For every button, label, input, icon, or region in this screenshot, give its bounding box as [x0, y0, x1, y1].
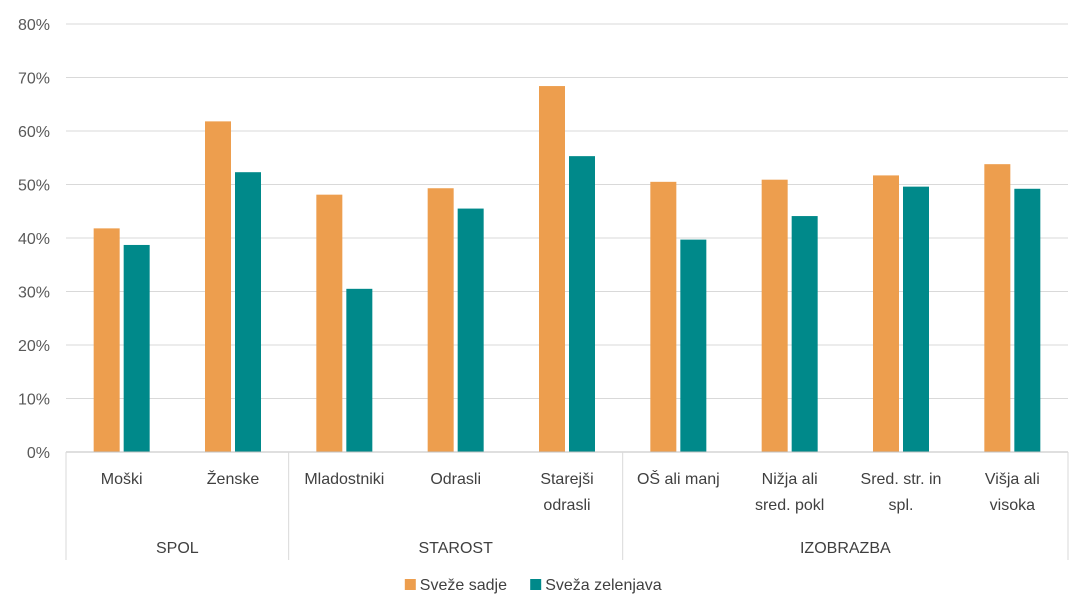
- group-label: IZOBRAZBA: [800, 540, 891, 557]
- group-label: STAROST: [418, 540, 493, 557]
- category-label: sred. pokl: [755, 497, 824, 514]
- bar-sadje: [316, 194, 343, 453]
- bar-zelenjava: [123, 244, 150, 452]
- y-tick-label: 10%: [18, 392, 50, 409]
- bar-sadje: [761, 179, 788, 452]
- y-tick-label: 70%: [18, 71, 50, 88]
- bar-zelenjava: [346, 288, 373, 452]
- bar-sadje: [539, 86, 565, 452]
- y-tick-label: 20%: [18, 338, 50, 355]
- category-label: spl.: [889, 497, 914, 514]
- group-label: SPOL: [156, 540, 199, 557]
- y-tick-label: 0%: [27, 445, 50, 462]
- gridlines: [66, 23, 1068, 399]
- category-label: Sred. str. in: [861, 471, 942, 488]
- category-label: Starejši: [540, 471, 593, 488]
- legend-swatch-zelenjava: [530, 579, 542, 590]
- legend-label: Sveže sadje: [420, 577, 507, 594]
- y-tick-label: 30%: [18, 285, 50, 302]
- category-label: Mladostniki: [304, 471, 384, 488]
- legend-swatch-sadje: [404, 579, 416, 590]
- legend-label: Sveža zelenjava: [545, 577, 662, 594]
- bar-sadje: [650, 181, 677, 452]
- y-axis: 0% 10% 20% 30% 40% 50% 60% 70% 80%: [18, 17, 50, 462]
- category-label: Moški: [101, 471, 143, 488]
- bar-sadje: [984, 164, 1011, 453]
- category-label: odrasli: [543, 497, 590, 514]
- category-label: visoka: [990, 497, 1035, 514]
- bar-zelenjava: [457, 208, 484, 452]
- bar-zelenjava: [903, 186, 929, 452]
- bar-sadje: [873, 175, 899, 452]
- bar-sadje: [427, 188, 454, 452]
- category-label: Nižja ali: [762, 471, 818, 488]
- y-tick-label: 60%: [18, 124, 50, 141]
- bar-zelenjava: [791, 216, 818, 452]
- y-tick-label: 50%: [18, 178, 50, 195]
- category-label: OŠ ali manj: [637, 469, 720, 488]
- category-label: Ženske: [207, 469, 260, 488]
- category-label: Višja ali: [985, 471, 1040, 488]
- category-label: Odrasli: [430, 471, 481, 488]
- bar-sadje: [205, 121, 231, 453]
- legend: Sveže sadje Sveža zelenjava: [404, 577, 662, 594]
- bar-zelenjava: [680, 239, 707, 452]
- bar-zelenjava: [235, 172, 261, 452]
- bar-zelenjava: [1014, 188, 1041, 452]
- x-axis: Moški Ženske Mladostniki Odrasli Starejši odr…: [65, 451, 1069, 560]
- y-tick-label: 40%: [18, 231, 50, 248]
- bars: [93, 86, 1041, 453]
- bar-sadje: [93, 228, 120, 452]
- y-tick-label: 80%: [18, 17, 50, 34]
- bar-zelenjava: [569, 156, 595, 452]
